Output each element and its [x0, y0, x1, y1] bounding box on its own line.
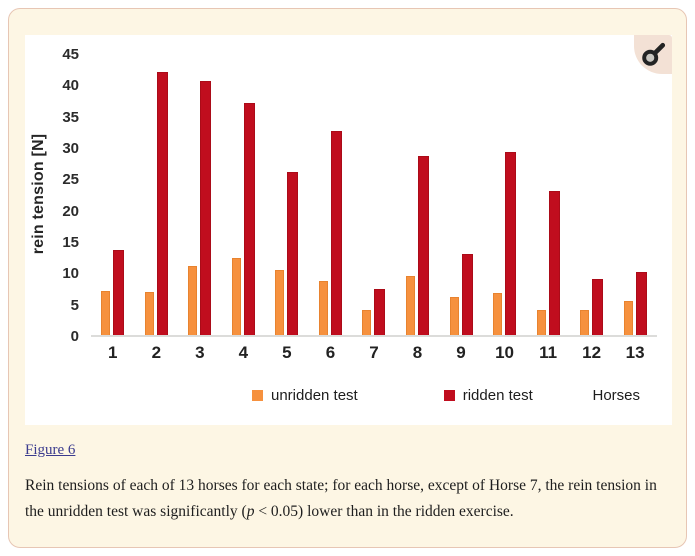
y-axis-title: rein tension [N] — [30, 133, 47, 255]
y-tick-label: 0 — [70, 328, 79, 345]
ridden-bar-horse-3 — [200, 81, 212, 335]
bar-group-horse-6 — [309, 55, 353, 335]
x-tick-label: 6 — [325, 343, 336, 362]
unridden-bar-horse-13 — [623, 300, 633, 335]
bar-group-horse-2 — [135, 55, 179, 335]
ridden-bar-horse-6 — [330, 131, 342, 335]
x-tick-label: 2 — [151, 343, 162, 362]
ridden-bar-horse-7 — [374, 288, 386, 335]
y-tick-label: 40 — [62, 77, 79, 95]
y-tick-label: 15 — [62, 234, 79, 251]
unridden-bar-horse-11 — [536, 309, 546, 335]
y-tick-label: 45 — [62, 46, 79, 63]
x-tick-label: 5 — [282, 343, 292, 362]
bar-group-horse-12 — [570, 55, 614, 335]
x-tick-label: 10 — [495, 343, 514, 362]
x-tick-label: 13 — [625, 343, 645, 362]
p-value-variable: p — [246, 502, 255, 520]
y-tick-label: 30 — [62, 140, 79, 157]
unridden-bar-horse-8 — [405, 275, 415, 335]
y-axis-ticks: 45 40 35 30 25 20 15 10 5 0 — [47, 47, 79, 345]
bar-group-horse-1 — [91, 55, 135, 335]
figure-link[interactable]: Figure 6 — [25, 442, 76, 458]
x-tick-label: 3 — [195, 343, 205, 362]
bar-group-horse-13 — [613, 55, 657, 335]
bar-group-horse-5 — [265, 55, 309, 335]
bar-group-horse-4 — [222, 55, 266, 335]
y-tick-label: 5 — [70, 296, 79, 314]
y-tick-label: 20 — [62, 202, 79, 220]
unridden-bar-horse-9 — [449, 297, 459, 335]
legend-swatch-icon — [443, 390, 455, 401]
ridden-bar-horse-12 — [592, 278, 604, 335]
magnifier-icon — [640, 42, 666, 68]
unridden-bar-horse-12 — [580, 309, 590, 335]
bar-group-horse-9 — [439, 55, 483, 335]
legend-item-ridden: ridden test — [443, 387, 533, 404]
legend-label: unridden test — [271, 387, 358, 404]
x-tick-label: 7 — [369, 343, 379, 362]
x-axis-title: Horses — [592, 387, 640, 404]
x-axis-ticks: 1 2 3 4 5 6 7 8 9 10 11 12 13 — [91, 343, 657, 363]
unridden-bar-horse-7 — [362, 309, 372, 335]
chart-legend: unridden test ridden test — [25, 387, 672, 404]
bar-group-horse-8 — [396, 55, 440, 335]
y-tick-label: 25 — [62, 171, 79, 189]
legend-item-unridden: unridden test — [252, 387, 358, 404]
legend-label: ridden test — [462, 387, 533, 404]
unridden-bar-horse-5 — [275, 269, 285, 335]
unridden-bar-horse-2 — [144, 292, 154, 335]
figure-caption-text: Rein tensions of each of 13 horses for e… — [25, 477, 657, 520]
plot-area: 1 2 3 4 5 6 7 8 9 10 11 12 13 — [91, 55, 657, 363]
y-tick-label: 35 — [62, 108, 79, 126]
x-tick-label: 1 — [108, 343, 118, 362]
x-tick-label: 8 — [412, 343, 423, 362]
unridden-bar-horse-4 — [231, 257, 241, 335]
unridden-bar-horse-6 — [318, 281, 328, 335]
x-tick-label: 12 — [582, 343, 602, 362]
ridden-bar-horse-11 — [548, 190, 560, 335]
bar-group-horse-7 — [352, 55, 396, 335]
ridden-bar-horse-10 — [505, 152, 517, 335]
figure-caption-area: Figure 6 Rein tensions of each of 13 hor… — [25, 441, 670, 524]
bar-group-horse-10 — [483, 55, 527, 335]
legend-swatch-icon — [252, 390, 263, 401]
ridden-bar-horse-2 — [156, 71, 168, 335]
ridden-bar-horse-4 — [243, 103, 255, 335]
x-tick-label: 9 — [456, 343, 466, 362]
y-tick-label: 10 — [62, 265, 79, 283]
ridden-bar-horse-8 — [417, 156, 429, 335]
ridden-bar-horse-13 — [635, 272, 647, 335]
unridden-bar-horse-3 — [188, 266, 198, 335]
bar-group-horse-11 — [526, 55, 570, 335]
unridden-bar-horse-10 — [493, 293, 503, 335]
ridden-bar-horse-9 — [461, 253, 473, 335]
x-tick-label: 4 — [238, 343, 249, 362]
x-tick-label: 11 — [539, 343, 558, 362]
bar-group-horse-3 — [178, 55, 222, 335]
ridden-bar-horse-5 — [287, 172, 299, 335]
ridden-bar-horse-1 — [113, 250, 125, 335]
unridden-bar-horse-1 — [101, 291, 111, 335]
